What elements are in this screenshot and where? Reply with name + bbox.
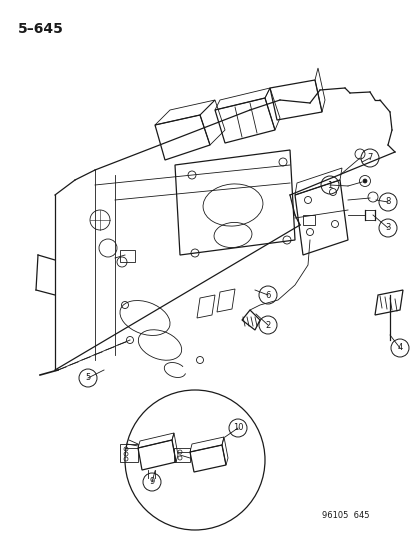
Text: 8: 8: [385, 198, 390, 206]
Bar: [302, 215, 314, 225]
Text: 5–645: 5–645: [18, 22, 64, 36]
Text: 10: 10: [232, 424, 243, 432]
Text: 7: 7: [366, 154, 372, 163]
Text: 1: 1: [327, 181, 332, 190]
Text: 5: 5: [85, 374, 90, 383]
Bar: [173, 448, 190, 462]
Circle shape: [362, 179, 366, 183]
Bar: [120, 444, 138, 462]
Text: 96105  645: 96105 645: [322, 511, 369, 520]
Bar: [120, 250, 135, 262]
Text: 4: 4: [396, 343, 402, 352]
Text: 3: 3: [385, 223, 390, 232]
Text: 9: 9: [149, 478, 154, 487]
Text: 2: 2: [265, 320, 270, 329]
Text: 6: 6: [265, 290, 270, 300]
